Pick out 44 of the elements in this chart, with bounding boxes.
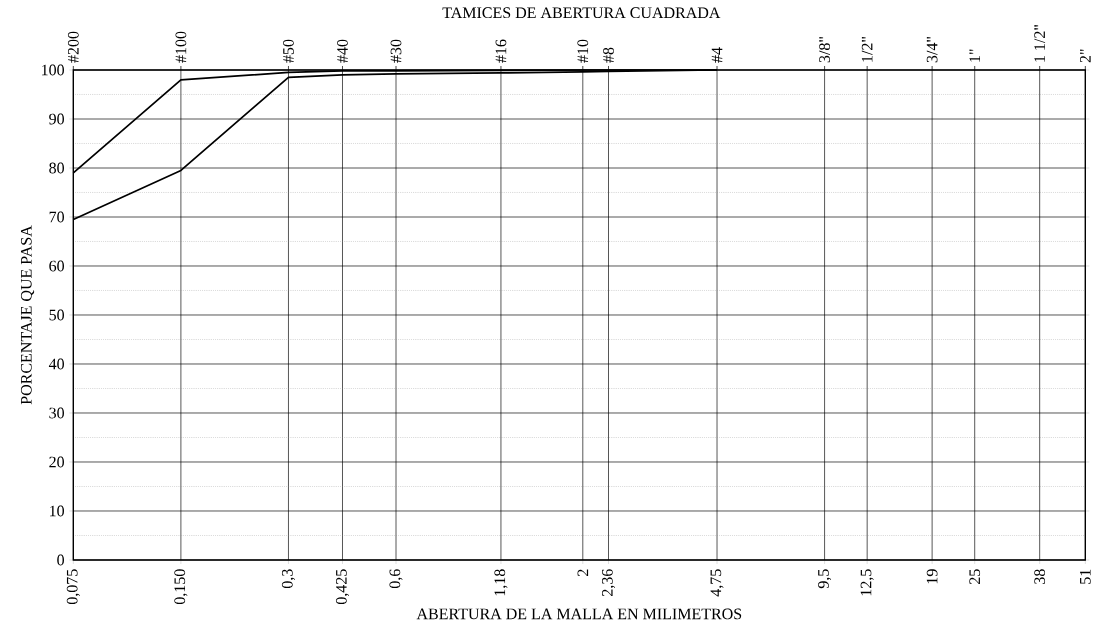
text: 3/4" [926, 37, 938, 63]
x-tick-label: 9,5 [818, 569, 832, 589]
text: 1/2" [861, 37, 873, 62]
y-tick-label: 10 [50, 505, 64, 517]
text: #10 [577, 39, 589, 63]
x-tick-label: 12,5 [860, 569, 874, 596]
y-tick-label: 100 [42, 64, 64, 76]
x-tick-label: 0,150 [174, 569, 188, 605]
x-tick-label: 2 [577, 569, 589, 576]
text: 3/8" [819, 37, 830, 63]
text: #200 [67, 31, 79, 63]
x-tick-label: 19 [926, 569, 938, 584]
y-tick-label: 50 [49, 309, 64, 321]
text: #100 [175, 31, 187, 63]
x-tick-label: 1,18 [494, 569, 508, 596]
text: #50 [283, 39, 294, 63]
text: 2" [1080, 49, 1091, 63]
y-tick-label: 70 [49, 211, 64, 223]
x-tick-label: 0,075 [66, 569, 80, 605]
x-tick-label: 25 [969, 569, 981, 584]
text: 1 1/2" [1034, 25, 1046, 62]
x-tick-label: 0,6 [389, 569, 403, 589]
y-tick-label: 40 [48, 358, 64, 370]
y-tick-label: 0 [57, 554, 64, 566]
x-tick-label: 4,75 [710, 569, 724, 597]
x-axis-title: ABERTURA DE LA MALLA EN MILIMETROS [416, 608, 742, 620]
x-tick-label: 38 [1034, 569, 1046, 584]
chart-title: TAMICES DE ABERTURA CUADRADA [442, 7, 721, 19]
y-tick-label: 20 [49, 456, 64, 468]
text: #4 [711, 47, 723, 63]
text: 1" [969, 49, 980, 62]
x-tick-label: 0,3 [281, 569, 296, 589]
text: #30 [390, 39, 402, 63]
x-tick-label: 0,425 [335, 569, 350, 605]
text: #16 [495, 39, 507, 63]
y-tick-label: 90 [49, 113, 64, 125]
y-tick-label: 60 [49, 260, 64, 272]
x-tick-label: 2,36 [601, 569, 616, 596]
text: #8 [603, 47, 614, 63]
text: #40 [337, 39, 348, 63]
y-axis-title: PORCENTAJE QUE PASA [20, 225, 35, 405]
x-tick-label: 51 [1079, 569, 1091, 584]
y-tick-label: 80 [49, 162, 64, 174]
y-tick-label: 30 [49, 407, 64, 419]
